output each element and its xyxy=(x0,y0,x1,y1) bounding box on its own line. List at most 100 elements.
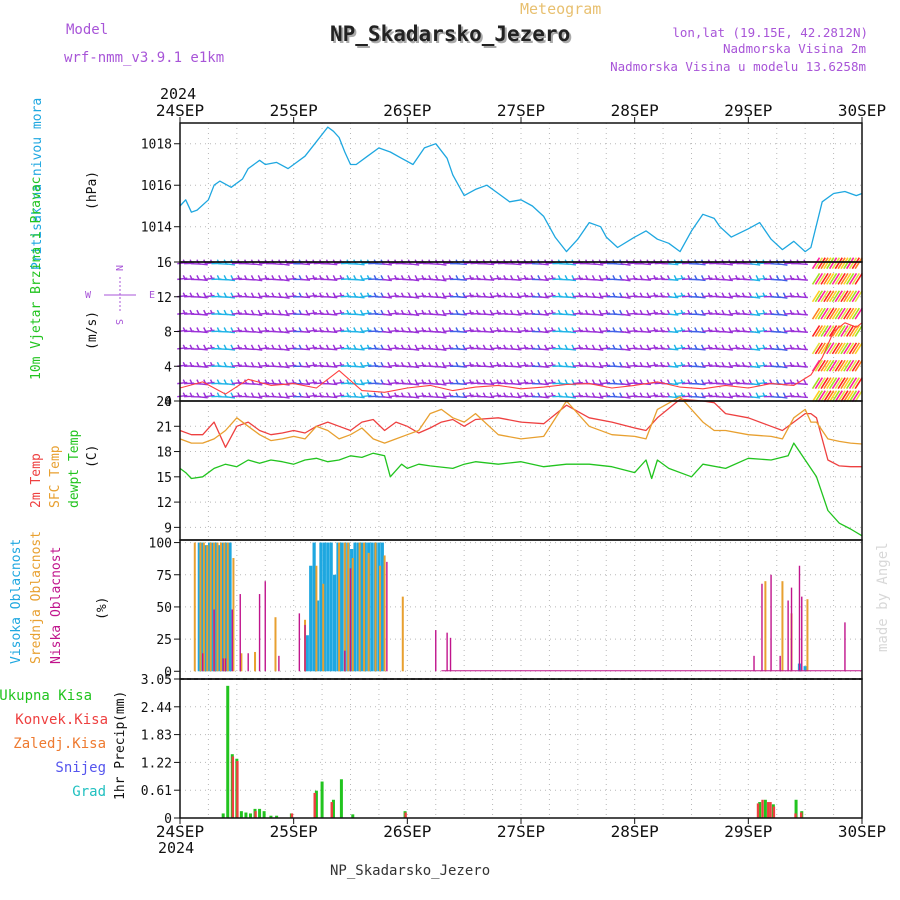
cloud-mid-bar xyxy=(209,542,212,672)
wind-barb-storm xyxy=(848,257,858,270)
wind-barb xyxy=(224,296,236,299)
wind-barb-flag xyxy=(407,275,411,280)
wind-barb-storm xyxy=(834,377,843,390)
wind-barb xyxy=(463,294,474,298)
wind-barb-flag xyxy=(585,344,589,350)
precip-ytick-label: 0 xyxy=(164,812,172,827)
wind-barb-flag xyxy=(407,344,411,350)
cloud-low-bar xyxy=(761,583,763,672)
wind-barb xyxy=(252,263,263,266)
wind-barb-flag xyxy=(591,309,596,315)
wind-barb-flag xyxy=(585,392,589,397)
wind-barb-storm xyxy=(848,272,858,285)
wind-barb xyxy=(177,346,188,350)
wind-barb xyxy=(224,382,236,386)
precip-total-bar xyxy=(221,813,225,818)
time-label-top: 30SEP xyxy=(838,101,886,120)
wind-barb-flag xyxy=(455,309,459,315)
wind-barb-flag xyxy=(271,392,275,397)
wind-barb xyxy=(197,348,208,351)
compass-n: N xyxy=(113,265,124,271)
wind-barb xyxy=(538,296,549,299)
wind-barb xyxy=(511,382,522,386)
time-label-bottom: 30SEP xyxy=(838,822,886,841)
wind-barb-flag xyxy=(244,379,248,384)
wind-barb-flag xyxy=(769,309,773,315)
wind-barb xyxy=(668,365,679,368)
wind-barb xyxy=(668,263,679,266)
cloud-mid-bar xyxy=(322,583,325,672)
wind-barb xyxy=(675,329,686,333)
wind-barb-flag xyxy=(434,327,439,332)
wind-barb-storm xyxy=(831,307,841,320)
wind-barb xyxy=(409,395,420,399)
cloud-mid-bar xyxy=(219,542,222,672)
precip-total-bar xyxy=(226,685,230,818)
precip-convective-bar xyxy=(254,811,257,818)
wind-barb xyxy=(252,313,263,317)
cloud-high-bar xyxy=(370,542,374,672)
wind-barb xyxy=(695,263,706,266)
wind-barb xyxy=(538,382,549,386)
wind-barb xyxy=(306,312,317,315)
wind-barb xyxy=(484,348,495,351)
wind-barb xyxy=(797,313,808,316)
wind-barb-flag xyxy=(585,327,589,332)
wind-barb-flag xyxy=(298,292,302,298)
wind-barb-flag xyxy=(591,327,596,332)
wind-barb xyxy=(490,346,502,350)
wind-barb-flag xyxy=(482,379,486,384)
wind-barb-storm xyxy=(817,272,826,285)
wind-barb xyxy=(722,395,733,399)
wind-barb-flag xyxy=(564,392,568,397)
wind-barb xyxy=(306,364,317,367)
wind-barb xyxy=(511,296,522,299)
wind-barb xyxy=(197,365,208,369)
wind-barb-storm xyxy=(814,290,824,303)
wind-barb xyxy=(518,277,529,281)
wind-barb xyxy=(640,330,652,333)
wind-barb xyxy=(518,381,529,385)
wind-barb xyxy=(436,348,447,351)
wind-barb-flag xyxy=(619,309,623,315)
wind-barb xyxy=(204,277,215,281)
wind-barb xyxy=(538,278,549,282)
wind-barb-flag xyxy=(775,361,780,367)
wind-barb-flag xyxy=(482,392,486,397)
wind-barb-flag xyxy=(639,275,643,280)
precip-convective-bar xyxy=(290,813,294,818)
wind-barb-flag xyxy=(564,275,568,280)
time-label-bottom: 25SEP xyxy=(270,822,318,841)
wind-barb xyxy=(640,348,652,351)
data-layer xyxy=(177,126,863,818)
wind-barb-flag xyxy=(400,327,405,332)
wind-barb-storm xyxy=(831,390,841,403)
wind-barb xyxy=(456,395,467,399)
wind-barb-storm xyxy=(817,290,826,303)
cloud-low-bar xyxy=(770,574,772,672)
pressure-ytick-label: 1016 xyxy=(141,179,172,194)
wind-barb-storm xyxy=(817,257,826,270)
wind-barb xyxy=(640,365,652,368)
wind-barb xyxy=(299,296,311,299)
wind-barb-flag xyxy=(428,275,432,280)
wind-barb xyxy=(593,313,604,317)
cloud-low-bar xyxy=(386,561,388,672)
wind-barb-storm xyxy=(845,390,855,403)
wind-barb-storm xyxy=(823,359,832,372)
cloud-ytick-label: 0 xyxy=(164,665,172,680)
cloud-low-bar xyxy=(344,650,346,672)
wind-barb-flag xyxy=(271,379,275,384)
wind-barb xyxy=(675,394,686,398)
precip-legend-label: Zaledj.Kisa xyxy=(13,736,106,752)
wind-barb xyxy=(695,330,706,334)
wind-barb-flag xyxy=(748,275,752,280)
cloud-low-bar xyxy=(449,637,452,672)
wind-barb-flag xyxy=(380,309,384,315)
wind-barb xyxy=(565,395,577,399)
wind-barb-storm xyxy=(843,390,852,403)
wind-barb-flag xyxy=(537,379,541,384)
wind-barb-flag xyxy=(271,327,275,332)
wind-barb-flag xyxy=(216,309,220,315)
